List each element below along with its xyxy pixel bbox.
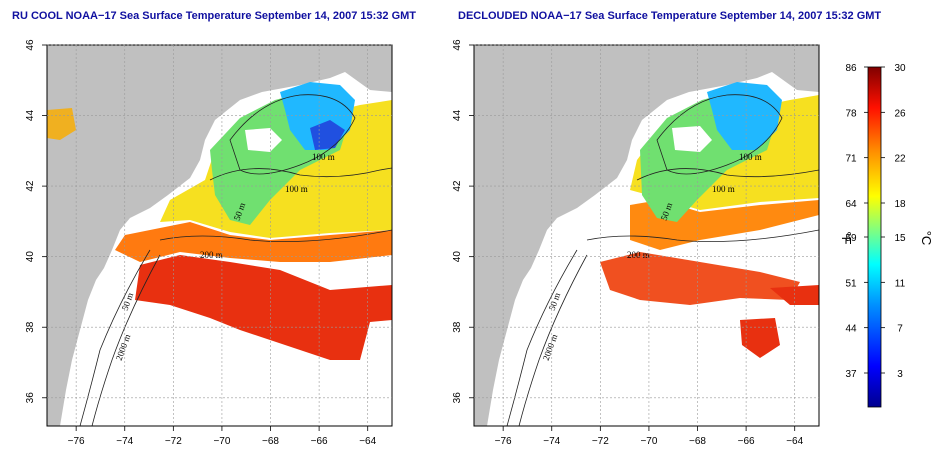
fahrenheit-tick-label: 71 [845,154,857,165]
fahrenheit-tick-label: 86 [845,63,857,74]
sst-red-east [740,285,819,358]
contour-label: 200 m [627,250,650,260]
celsius-tick-label: 30 [894,63,906,74]
celsius-scale: 30 26 22 18 15 11 7 3 [881,63,906,380]
x-tick-label: −74 [543,436,560,447]
x-axis: −76 −74 −72 −70 −68 −66 −64 [68,426,377,447]
colorbar: 86 78 71 64 59 51 44 37 30 26 22 18 15 11 7 3 °F °C [839,63,934,408]
y-tick-label: 44 [25,110,36,122]
fahrenheit-tick-label: 37 [845,369,857,380]
sst-cold-core [310,120,345,150]
celsius-tick-label: 3 [897,369,903,380]
celsius-tick-label: 26 [894,108,906,119]
fahrenheit-tick-label: 78 [845,108,857,119]
map-title-right: DECLOUDED NOAA−17 Sea Surface Temperatur… [458,10,882,22]
map-title-left: RU COOL NOAA−17 Sea Surface Temperature … [12,10,417,22]
x-tick-label: −70 [640,436,657,447]
x-tick-label: −64 [359,436,376,447]
sst-map-right: 100 m 100 m 50 m 200 m 50 m 2000 m −76 −7… [452,39,820,447]
grid-lines [47,44,392,426]
cloud-gap [672,126,712,152]
sst-patch-west [47,108,76,140]
fahrenheit-tick-label: 44 [845,324,857,335]
bathymetry-contours [506,94,819,426]
contour-label: 100 m [739,152,762,162]
map-field-left: 100 m 100 m 50 m 200 m 50 m 2000 m [47,45,392,426]
x-tick-label: −72 [592,436,609,447]
map-field-right: 100 m 100 m 50 m 200 m 50 m 2000 m [474,45,819,426]
contour-labels: 100 m 100 m 50 m 200 m 50 m 2000 m [114,152,335,362]
y-tick-label: 42 [25,180,36,192]
x-tick-label: −72 [165,436,182,447]
sst-orange-band [115,222,392,262]
x-tick-label: −76 [495,436,512,447]
celsius-tick-label: 15 [894,233,906,244]
land-mass [47,45,392,426]
x-tick-label: −64 [786,436,803,447]
fahrenheit-label: °F [839,231,854,244]
y-tick-label: 40 [25,251,36,263]
x-tick-label: −70 [213,436,230,447]
y-tick-label: 36 [25,392,36,404]
fahrenheit-tick-label: 64 [845,199,857,210]
bathymetry-contours [79,94,392,426]
x-tick-label: −68 [262,436,279,447]
land-mass [474,45,819,426]
y-tick-label: 46 [452,39,463,51]
y-tick-label: 40 [452,251,463,263]
y-axis: 36 38 40 42 44 46 [25,39,47,403]
x-tick-label: −66 [311,436,328,447]
cloud-gap [245,128,282,152]
celsius-tick-label: 7 [897,324,903,335]
sst-map-left: 100 m 100 m 50 m 200 m 50 m 2000 m −76 −7… [25,39,393,447]
contour-label: 100 m [285,184,308,194]
x-tick-label: −74 [116,436,133,447]
fahrenheit-tick-label: 59 [845,233,857,244]
celsius-tick-label: 22 [894,154,906,165]
y-tick-label: 42 [452,180,463,192]
celsius-label: °C [919,231,934,246]
sst-cool-basin [707,82,782,150]
sst-warm-patches [600,252,800,305]
y-tick-label: 44 [452,110,463,122]
y-tick-label: 38 [452,321,463,333]
y-axis: 36 38 40 42 44 46 [452,39,474,403]
y-tick-label: 36 [452,392,463,404]
fahrenheit-scale: 86 78 71 64 59 51 44 37 [845,63,868,380]
contour-label: 200 m [200,250,223,260]
x-axis: −76 −74 −72 −70 −68 −66 −64 [495,426,804,447]
celsius-tick-label: 18 [894,199,906,210]
x-tick-label: −76 [68,436,85,447]
x-tick-label: −66 [738,436,755,447]
colorbar-gradient [867,66,882,408]
y-tick-label: 46 [25,39,36,51]
contour-label: 100 m [312,152,335,162]
x-tick-label: −68 [689,436,706,447]
celsius-tick-label: 11 [895,278,906,289]
grid-lines [474,44,819,426]
contour-label: 100 m [712,184,735,194]
y-tick-label: 38 [25,321,36,333]
fahrenheit-tick-label: 51 [845,278,857,289]
sst-warm-south [135,255,392,360]
